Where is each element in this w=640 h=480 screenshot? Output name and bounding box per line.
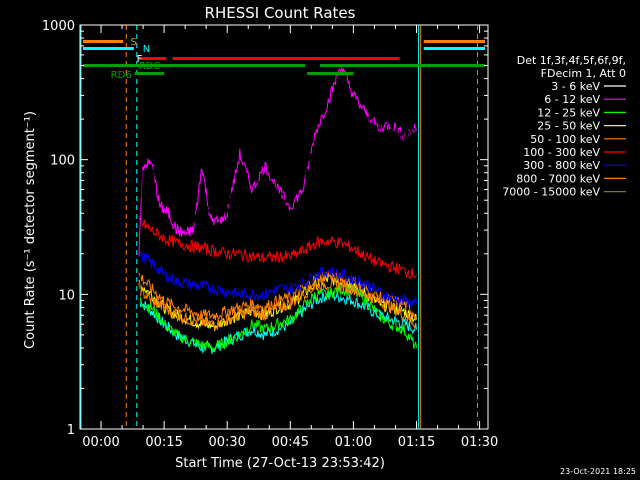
- series-line: [138, 250, 417, 309]
- flag-label: S: [130, 37, 136, 48]
- legend-header-line2: FDecim 1, Att 0: [541, 67, 626, 80]
- plot-frame: [79, 24, 489, 430]
- rd6-flag-bar: [134, 72, 165, 75]
- legend-entry-label: 800 - 7000 keV: [516, 172, 600, 185]
- flare-flag-bar: [172, 57, 400, 60]
- flare-flag-bar: [138, 57, 167, 60]
- footer-timestamp: 23-Oct-2021 18:25: [560, 467, 636, 476]
- x-tick-label: 01:00: [335, 435, 372, 450]
- x-tick-label: 01:15: [398, 435, 435, 450]
- legend: Det 1f,3f,4f,5f,6f,9f, FDecim 1, Att 0 3…: [502, 54, 626, 199]
- rd6-flag-bar: [307, 72, 354, 75]
- series-line: [138, 66, 417, 256]
- x-tick-label: 01:30: [461, 435, 498, 450]
- axis-layer: 1 10 100 1000 00:00 00:15 00:30 00:45 01:00 01:15…: [42, 19, 498, 450]
- legend-entry-label: 3 - 6 keV: [551, 80, 600, 93]
- saa-flag-bar: [83, 40, 124, 43]
- y-tick-label: 1000: [42, 19, 75, 34]
- x-axis-label: Start Time (27-Oct-13 23:53:42): [175, 456, 385, 471]
- legend-header-line1: Det 1f,3f,4f,5f,6f,9f,: [517, 54, 626, 67]
- legend-entry-label: 6 - 12 keV: [544, 93, 600, 106]
- night-flag-bar: [83, 47, 134, 50]
- legend-entry-label: 300 - 800 keV: [523, 159, 600, 172]
- y-tick-label: 1: [67, 423, 75, 438]
- x-tick-label: 00:30: [208, 435, 245, 450]
- legend-entry-label: 100 - 300 keV: [523, 146, 600, 159]
- x-tick-label: 00:45: [272, 435, 309, 450]
- saa-flag-bar: [423, 40, 485, 43]
- series-line: [138, 271, 417, 322]
- plot-area: [79, 24, 489, 430]
- series-line: [138, 216, 417, 279]
- flag-label: N: [143, 44, 150, 55]
- legend-entry-label: 50 - 100 keV: [530, 133, 600, 146]
- y-tick-label: 10: [58, 288, 75, 303]
- flag-label: RD6: [111, 70, 132, 81]
- legend-entry-label: 12 - 25 keV: [537, 106, 600, 119]
- y-axis-label: Count Rate (s⁻¹ detector segment⁻¹): [23, 111, 38, 349]
- rdc-flag-bar: [83, 64, 306, 67]
- chart-title: RHESSI Count Rates: [205, 4, 356, 22]
- series-line: [138, 284, 417, 352]
- x-tick-label: 00:00: [82, 435, 119, 450]
- x-tick-label: 00:15: [145, 435, 182, 450]
- series-line: [138, 86, 417, 325]
- rdc-flag-bar: [319, 64, 485, 67]
- legend-entry-label: 25 - 50 keV: [537, 120, 600, 133]
- y-tick-label: 100: [50, 154, 75, 169]
- series-layer: [138, 66, 417, 355]
- flag-label: F: [137, 54, 143, 65]
- flag-label: RDC: [139, 61, 161, 72]
- legend-entry-label: 7000 - 15000 keV: [502, 186, 600, 199]
- night-flag-bar: [423, 47, 485, 50]
